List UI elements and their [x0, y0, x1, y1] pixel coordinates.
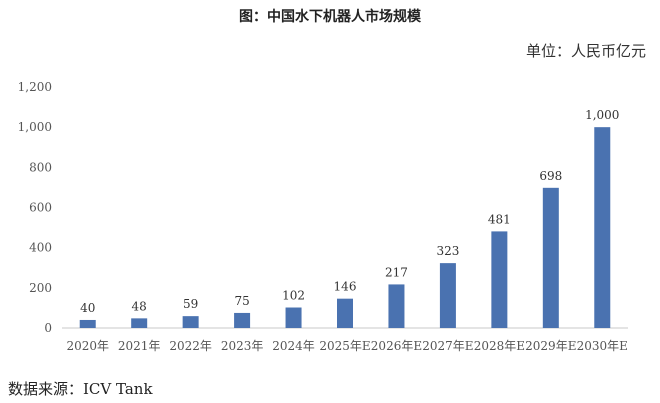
y-tick-label: 400: [29, 241, 52, 255]
bar-value-label: 481: [488, 212, 511, 226]
bar-value-label: 102: [282, 289, 305, 303]
bar-value-label: 217: [385, 265, 408, 279]
bar-value-label: 48: [132, 299, 147, 313]
x-tick-label: 2020年: [66, 339, 109, 353]
source-note: 数据来源：ICV Tank: [8, 380, 153, 398]
x-tick-label: 2029年E: [525, 339, 576, 353]
bar: [79, 319, 96, 328]
x-tick-label: 2025年E: [319, 339, 370, 353]
x-tick-label: 2027年E: [422, 339, 473, 353]
bar: [542, 187, 559, 328]
bar: [337, 298, 353, 328]
bar: [388, 284, 405, 328]
x-tick-label: 2026年E: [371, 339, 422, 353]
bar: [285, 307, 302, 328]
y-tick-label: 800: [29, 160, 52, 174]
x-tick-label: 2021年: [118, 339, 161, 353]
bar-value-label: 40: [80, 301, 95, 315]
y-tick-label: 1,000: [18, 120, 52, 134]
bar: [182, 316, 199, 328]
bar: [131, 318, 148, 328]
x-tick-label: 2030年E: [577, 339, 628, 353]
chart-title: 图：中国水下机器人市场规模: [239, 9, 421, 25]
y-tick-label: 200: [29, 281, 52, 295]
x-tick-label: 2022年: [169, 339, 212, 353]
x-tick-label: 2028年E: [474, 339, 525, 353]
unit-label: 单位：人民币亿元: [525, 42, 646, 60]
y-tick-label: 0: [44, 321, 52, 335]
bar-value-label: 1,000: [585, 108, 619, 122]
bar: [234, 312, 251, 328]
bar-value-label: 146: [334, 280, 357, 294]
bar: [594, 127, 611, 329]
bar-value-label: 59: [183, 297, 198, 311]
y-tick-label: 600: [29, 201, 52, 215]
bar-value-label: 323: [436, 244, 459, 258]
x-tick-label: 2023年: [221, 339, 264, 353]
bar-value-label: 698: [539, 169, 562, 183]
bar-value-label: 75: [234, 294, 249, 308]
x-tick-label: 2024年: [272, 339, 315, 353]
bar: [491, 231, 508, 328]
bar: [439, 263, 456, 328]
y-tick-label: 1,200: [18, 80, 52, 94]
